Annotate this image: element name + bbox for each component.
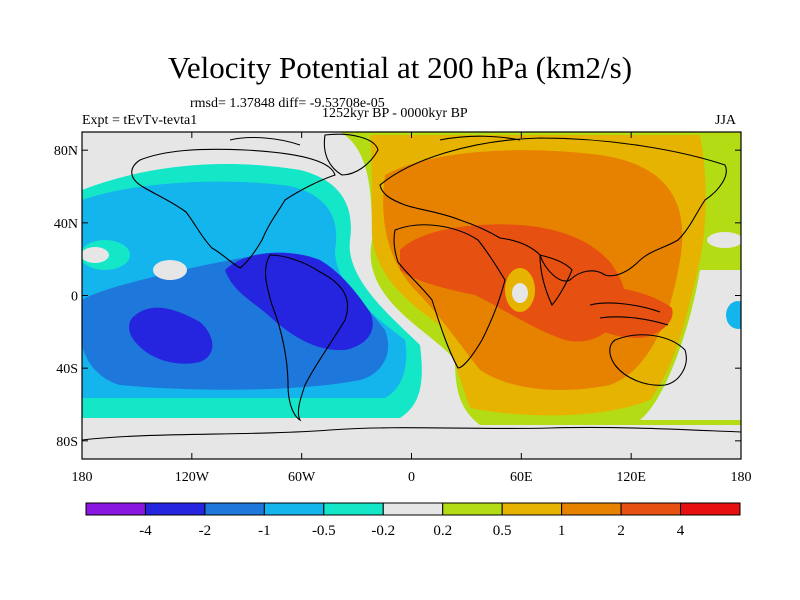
lon-tick-label: 60E bbox=[510, 470, 533, 485]
colorbar-swatch bbox=[323, 502, 384, 516]
colorbar-label: -2 bbox=[199, 523, 212, 539]
lon-tick-label: 120E bbox=[616, 470, 646, 485]
colorbar-label: 0.2 bbox=[433, 523, 452, 539]
coastline-greenland bbox=[323, 133, 379, 176]
coastline-antarctica bbox=[82, 426, 741, 441]
coastline-eurasia bbox=[379, 137, 727, 282]
colorbar-label: 4 bbox=[677, 523, 685, 539]
period-label: 1252kyr BP - 0000kyr BP bbox=[322, 106, 468, 121]
coastline-india bbox=[539, 254, 573, 307]
field-neutral-patch-westedge bbox=[82, 247, 109, 263]
coastline-arctic-islands bbox=[229, 135, 521, 146]
experiment-label: Expt = tEvTv-tevta1 bbox=[82, 113, 198, 128]
longitude-axis: 180 120W 60W 0 60E 120E 180 bbox=[72, 132, 752, 485]
colorbar-label: -0.2 bbox=[371, 523, 395, 539]
colorbar-swatch bbox=[442, 502, 503, 516]
field-neg4-region-pacific bbox=[129, 307, 213, 364]
lon-tick-label: 0 bbox=[408, 470, 415, 485]
colorbar-label: 0.5 bbox=[493, 523, 512, 539]
lon-tick-label: 120W bbox=[175, 470, 210, 485]
colorbar-swatch bbox=[680, 502, 741, 516]
field-neutral-patch-japan bbox=[707, 232, 741, 248]
coastline-south-america bbox=[264, 254, 349, 422]
coastline-indonesia bbox=[589, 302, 669, 326]
coastline-north-america bbox=[131, 148, 336, 269]
lat-tick-label: 40S bbox=[56, 362, 78, 377]
colorbar-swatch bbox=[382, 502, 444, 516]
stats-text: rmsd= 1.37848 diff= -9.53708e-05 bbox=[190, 96, 385, 111]
field-neutral-patch-pacific bbox=[153, 260, 187, 280]
plot-title: Velocity Potential at 200 hPa (km2/s) bbox=[167, 50, 633, 85]
lon-tick-label: 180 bbox=[731, 470, 752, 485]
field-neg2-patch-eastedge bbox=[726, 301, 741, 329]
field-pos3-region-indonesia bbox=[580, 287, 673, 338]
field-neutral-region-east bbox=[640, 270, 741, 420]
latitude-axis: 80N 40N 0 40S 80S bbox=[54, 144, 741, 450]
field-neutral-patch-africa bbox=[512, 283, 528, 303]
colorbar-swatch bbox=[204, 502, 265, 516]
season-label: JJA bbox=[715, 113, 737, 128]
colorbar-label: -4 bbox=[139, 523, 152, 539]
coastlines bbox=[82, 133, 741, 441]
colorbar-swatch bbox=[263, 502, 325, 516]
colorbar-swatch bbox=[561, 502, 622, 516]
colorbar-swatch bbox=[501, 502, 563, 516]
colorbar-swatch bbox=[620, 502, 682, 516]
lon-tick-label: 180 bbox=[72, 470, 93, 485]
lat-tick-label: 80N bbox=[54, 144, 78, 159]
coastline-africa bbox=[393, 224, 506, 369]
lat-tick-label: 0 bbox=[71, 290, 78, 305]
lon-tick-label: 60W bbox=[288, 470, 316, 485]
colorbar-label: 1 bbox=[558, 523, 566, 539]
colorbar-label: -0.5 bbox=[312, 523, 336, 539]
contour-field bbox=[82, 132, 741, 459]
field-neg4-region-americas bbox=[225, 252, 373, 351]
colorbar-swatch bbox=[85, 502, 146, 516]
colorbar: -4 -2 -1 -0.5 -0.2 0.2 0.5 1 2 4 bbox=[85, 502, 741, 539]
lat-tick-label: 40N bbox=[54, 217, 78, 232]
coastline-australia bbox=[609, 334, 687, 386]
colorbar-swatch bbox=[144, 502, 206, 516]
colorbar-label: -1 bbox=[258, 523, 271, 539]
lat-tick-label: 80S bbox=[56, 435, 78, 450]
colorbar-label: 2 bbox=[617, 523, 625, 539]
